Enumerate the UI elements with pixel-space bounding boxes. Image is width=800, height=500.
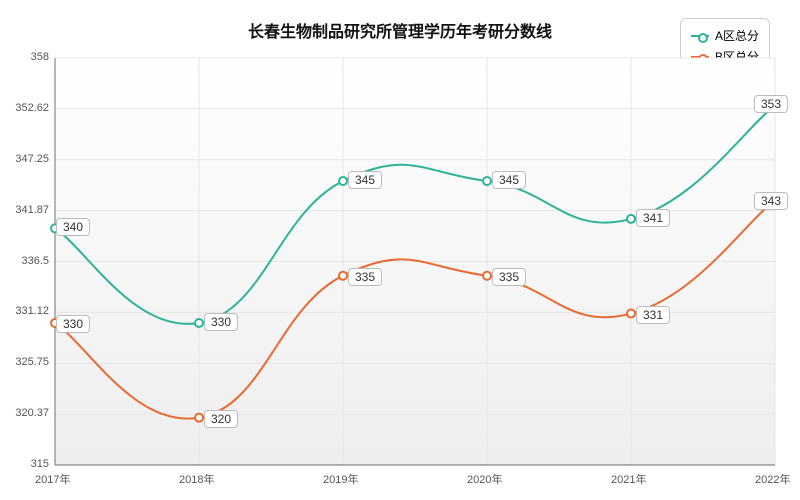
data-label: 320 (204, 410, 238, 428)
y-tick-label: 341.87 (15, 204, 49, 216)
x-tick-label: 2017年 (35, 471, 70, 487)
data-label: 331 (636, 306, 670, 324)
y-tick-label: 325.75 (15, 356, 49, 368)
data-label: 345 (492, 171, 526, 189)
data-label: 341 (636, 209, 670, 227)
data-label: 340 (56, 218, 90, 236)
y-tick-label: 347.25 (15, 153, 49, 165)
data-label: 345 (348, 171, 382, 189)
y-tick-label: 315 (31, 458, 49, 470)
data-label: 330 (204, 313, 238, 331)
y-tick-label: 336.5 (21, 255, 49, 267)
x-tick-label: 2018年 (179, 471, 214, 487)
x-tick-label: 2021年 (611, 471, 646, 487)
y-tick-label: 331.12 (15, 305, 49, 317)
chart-container: 长春生物制品研究所管理学历年考研分数线 A区总分 B区总分 315320.373… (0, 0, 800, 500)
x-tick-label: 2022年 (755, 471, 790, 487)
data-label: 335 (348, 268, 382, 286)
y-tick-label: 320.37 (15, 407, 49, 419)
y-tick-label: 358 (31, 51, 49, 63)
y-tick-label: 352.62 (15, 102, 49, 114)
x-tick-label: 2019年 (323, 471, 358, 487)
data-label: 353 (754, 95, 788, 113)
x-tick-label: 2020年 (467, 471, 502, 487)
plot-area (0, 0, 800, 500)
data-label: 330 (56, 315, 90, 333)
data-label: 335 (492, 268, 526, 286)
data-label: 343 (754, 192, 788, 210)
